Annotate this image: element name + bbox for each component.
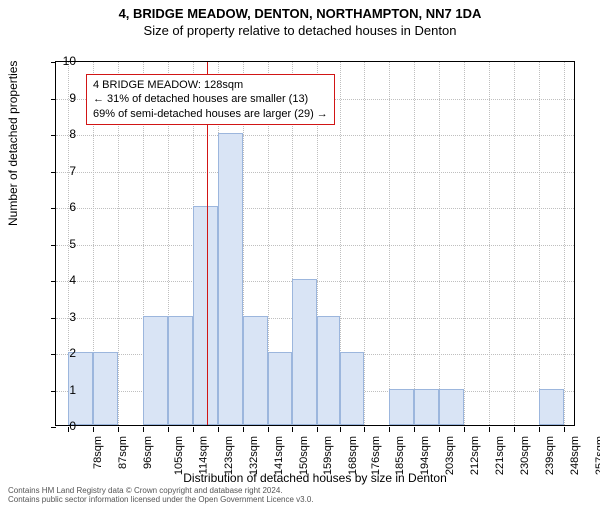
x-tick-label: 96sqm: [142, 436, 154, 469]
x-tick-label: 248sqm: [569, 436, 581, 475]
x-tick-label: 212sqm: [469, 436, 481, 475]
x-tick-mark: [243, 427, 244, 432]
y-tick-label: 2: [56, 346, 76, 360]
footer-line-2: Contains public sector information licen…: [8, 495, 314, 504]
gridline-horizontal: [56, 245, 574, 246]
x-tick-mark: [564, 427, 565, 432]
x-tick-label: 132sqm: [248, 436, 260, 475]
x-tick-label: 87sqm: [117, 436, 129, 469]
x-tick-mark: [93, 427, 94, 432]
y-tick-label: 7: [56, 164, 76, 178]
gridline-horizontal: [56, 135, 574, 136]
x-tick-label: 150sqm: [298, 436, 310, 475]
annotation-line-2: ← 31% of detached houses are smaller (13…: [93, 92, 328, 106]
annotation-line-3: 69% of semi-detached houses are larger (…: [93, 107, 328, 121]
annotation-box: 4 BRIDGE MEADOW: 128sqm ← 31% of detache…: [86, 74, 335, 125]
histogram-bar: [168, 316, 193, 426]
x-tick-mark: [340, 427, 341, 432]
histogram-bar: [340, 352, 365, 425]
histogram-bar: [93, 352, 118, 425]
histogram-bar: [389, 389, 414, 426]
gridline-horizontal: [56, 172, 574, 173]
x-tick-mark: [439, 427, 440, 432]
x-tick-label: 194sqm: [419, 436, 431, 475]
x-tick-label: 221sqm: [494, 436, 506, 475]
y-tick-label: 0: [56, 419, 76, 433]
gridline-vertical: [564, 62, 565, 425]
y-tick-label: 1: [56, 383, 76, 397]
y-axis-title: Number of detached properties: [6, 61, 20, 226]
x-tick-label: 123sqm: [223, 436, 235, 475]
histogram-bar: [414, 389, 439, 426]
gridline-horizontal: [56, 208, 574, 209]
chart-area: 78sqm87sqm96sqm105sqm114sqm123sqm132sqm1…: [55, 61, 575, 426]
y-tick-label: 5: [56, 237, 76, 251]
gridline-vertical: [489, 62, 490, 425]
y-tick-label: 4: [56, 273, 76, 287]
x-tick-label: 168sqm: [348, 436, 360, 475]
x-tick-mark: [218, 427, 219, 432]
x-tick-mark: [268, 427, 269, 432]
x-tick-mark: [317, 427, 318, 432]
x-tick-mark: [118, 427, 119, 432]
x-tick-mark: [143, 427, 144, 432]
plot-area: 78sqm87sqm96sqm105sqm114sqm123sqm132sqm1…: [55, 61, 575, 426]
histogram-bar: [218, 133, 243, 425]
gridline-vertical: [514, 62, 515, 425]
y-tick-label: 3: [56, 310, 76, 324]
x-tick-mark: [414, 427, 415, 432]
x-tick-mark: [464, 427, 465, 432]
x-tick-label: 185sqm: [395, 436, 407, 475]
x-tick-mark: [193, 427, 194, 432]
x-tick-label: 105sqm: [173, 436, 185, 475]
x-tick-mark: [168, 427, 169, 432]
chart-title-sub: Size of property relative to detached ho…: [0, 23, 600, 38]
x-tick-label: 257sqm: [594, 436, 600, 475]
histogram-bar: [439, 389, 464, 426]
x-axis-title: Distribution of detached houses by size …: [55, 471, 575, 485]
x-tick-label: 141sqm: [273, 436, 285, 475]
x-tick-label: 176sqm: [370, 436, 382, 475]
x-tick-mark: [539, 427, 540, 432]
y-tick-label: 8: [56, 127, 76, 141]
x-tick-label: 159sqm: [323, 436, 335, 475]
y-tick-label: 6: [56, 200, 76, 214]
y-tick-label: 9: [56, 91, 76, 105]
gridline-vertical: [539, 62, 540, 425]
x-tick-label: 230sqm: [519, 436, 531, 475]
x-tick-mark: [364, 427, 365, 432]
gridline-vertical: [389, 62, 390, 425]
gridline-vertical: [414, 62, 415, 425]
x-tick-mark: [489, 427, 490, 432]
x-tick-mark: [514, 427, 515, 432]
chart-title-main: 4, BRIDGE MEADOW, DENTON, NORTHAMPTON, N…: [0, 6, 600, 21]
histogram-bar: [193, 206, 218, 425]
histogram-bar: [539, 389, 564, 426]
y-tick-label: 10: [56, 54, 76, 68]
x-tick-label: 78sqm: [92, 436, 104, 469]
histogram-bar: [268, 352, 293, 425]
x-tick-mark: [292, 427, 293, 432]
histogram-bar: [243, 316, 268, 426]
gridline-vertical: [439, 62, 440, 425]
x-tick-mark: [389, 427, 390, 432]
x-tick-label: 239sqm: [544, 436, 556, 475]
x-tick-label: 203sqm: [444, 436, 456, 475]
histogram-bar: [317, 316, 339, 426]
footer-attribution: Contains HM Land Registry data © Crown c…: [8, 486, 314, 504]
gridline-vertical: [464, 62, 465, 425]
annotation-line-1: 4 BRIDGE MEADOW: 128sqm: [93, 78, 328, 92]
footer-line-1: Contains HM Land Registry data © Crown c…: [8, 486, 314, 495]
gridline-vertical: [364, 62, 365, 425]
histogram-bar: [143, 316, 168, 426]
histogram-bar: [292, 279, 317, 425]
x-tick-label: 114sqm: [197, 436, 209, 474]
